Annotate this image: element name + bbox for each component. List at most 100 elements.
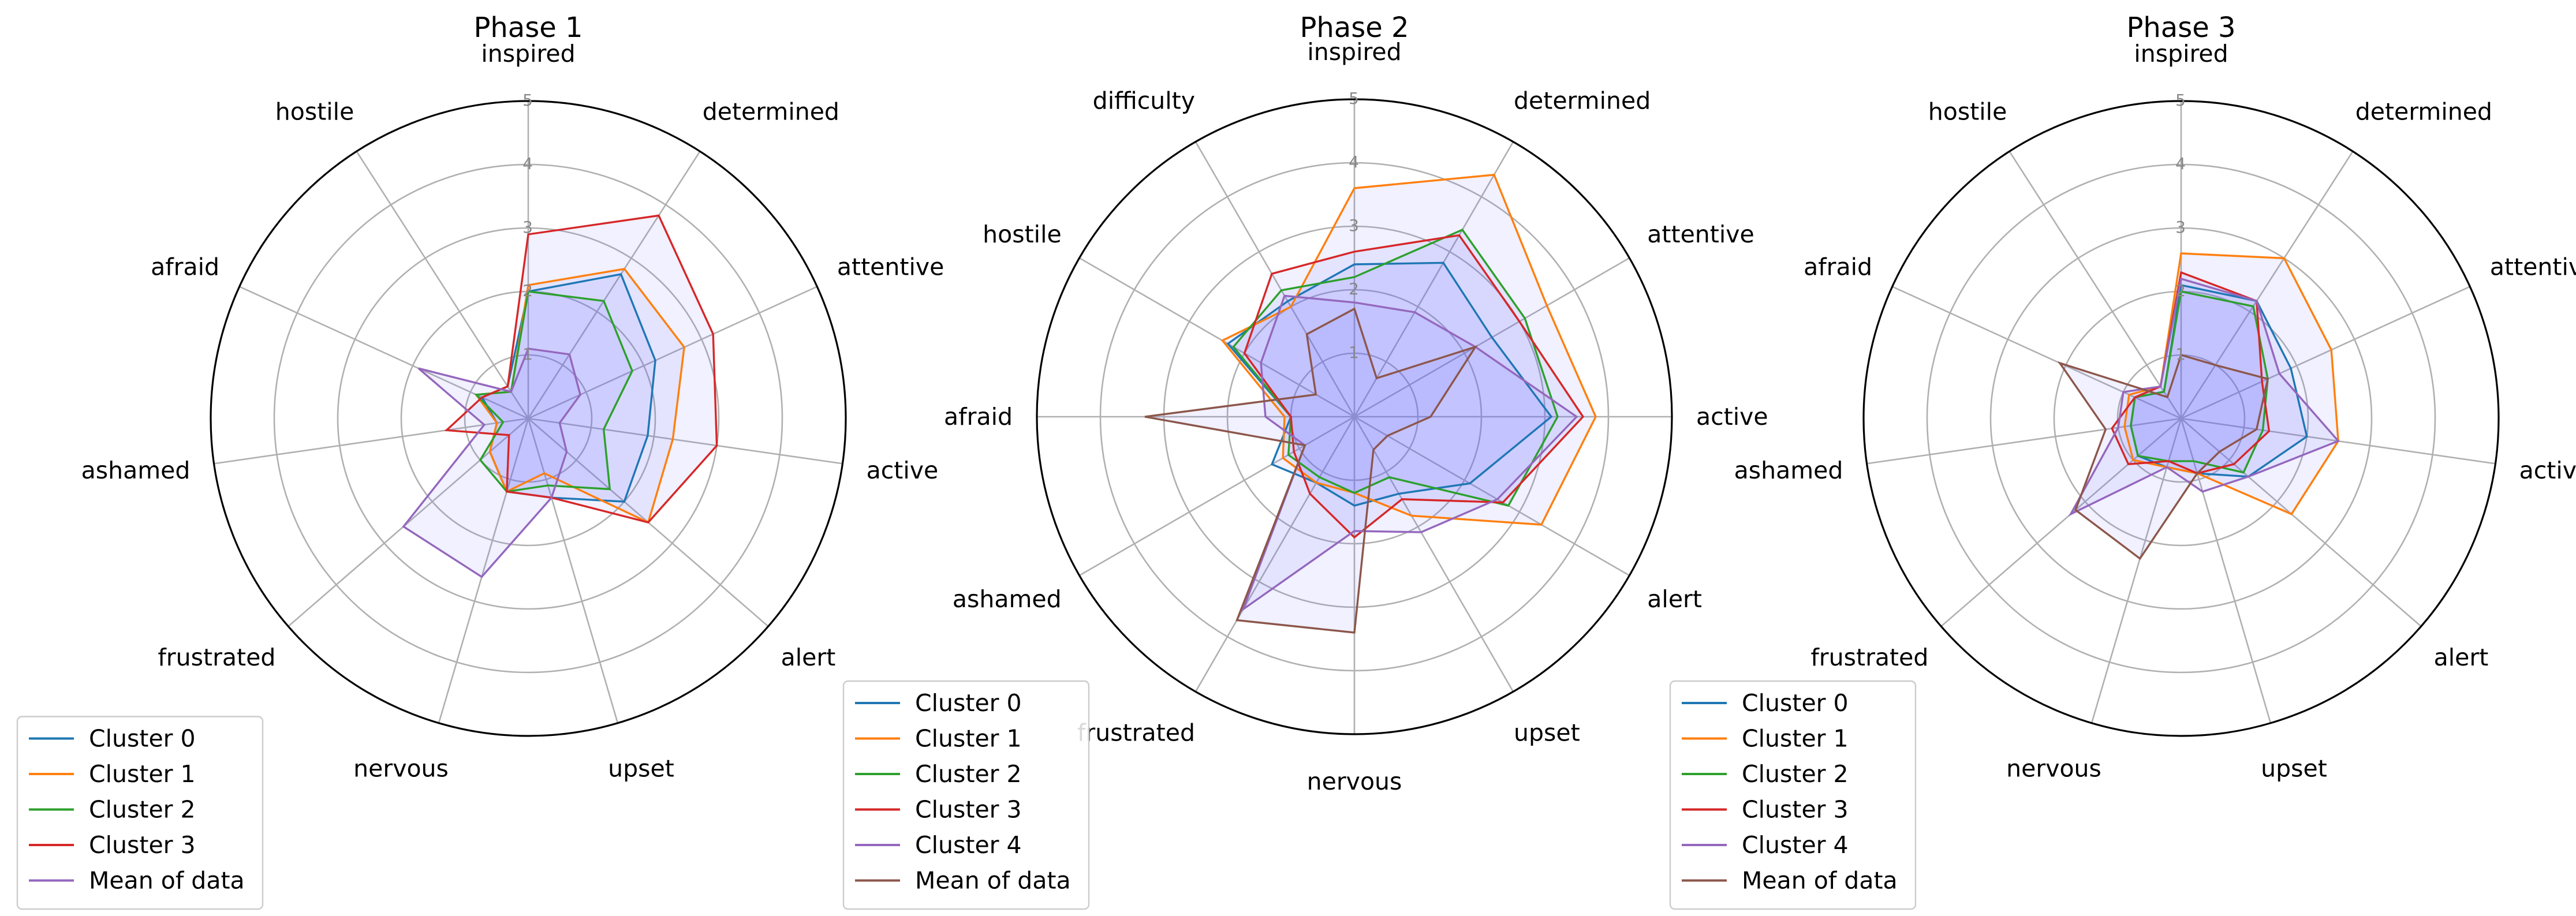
grid-spoke xyxy=(1940,418,2182,627)
axis-label-active: active xyxy=(867,457,939,484)
series-line xyxy=(1144,307,1478,634)
radial-tick-label: 2 xyxy=(522,281,533,300)
axis-label-ashamed: ashamed xyxy=(81,457,191,484)
legend-label: Cluster 2 xyxy=(915,760,1022,788)
grid-spoke xyxy=(2180,418,2272,724)
grid-spoke xyxy=(288,418,529,627)
grid-spoke xyxy=(527,151,701,419)
grid-spoke xyxy=(1079,416,1355,577)
axis-label-hostile: hostile xyxy=(983,220,1062,248)
axis-label-frustrated: frustrated xyxy=(1810,644,1928,671)
radar-panel-2: Phase 2 1 2 3 4 5 inspired determined attentive a… xyxy=(842,12,1768,910)
legend-label: Cluster 1 xyxy=(915,725,1022,753)
axis-label-inspired: inspired xyxy=(1307,38,1401,66)
legend-label: Cluster 2 xyxy=(1742,760,1849,788)
polar-frame xyxy=(210,100,847,737)
series-line xyxy=(402,347,581,578)
legend-label: Cluster 1 xyxy=(89,760,196,788)
series-fill xyxy=(476,291,633,492)
axis-label-afraid: afraid xyxy=(1804,253,1872,281)
series-line xyxy=(1226,261,1553,507)
legend-label: Mean of data xyxy=(915,867,1071,895)
grid-spoke xyxy=(438,418,529,724)
legend-label: Cluster 3 xyxy=(1742,796,1849,824)
axis-label-frustrated: frustrated xyxy=(158,644,275,671)
grid-spoke xyxy=(1866,417,2182,465)
radial-tick-label: 2 xyxy=(2175,281,2186,300)
radial-tick-label: 1 xyxy=(1349,343,1359,362)
radial-tick-label: 3 xyxy=(2175,218,2186,237)
radial-tick-label: 4 xyxy=(2175,154,2186,173)
axis-label-hostile: hostile xyxy=(275,98,354,125)
grid-spoke xyxy=(356,151,529,419)
series-line xyxy=(2057,353,2269,560)
legend-label: Cluster 0 xyxy=(89,725,196,753)
grid-spoke xyxy=(527,418,619,724)
grid-spoke xyxy=(214,417,529,465)
axis-label-inspired: inspired xyxy=(481,40,575,68)
grid-spoke xyxy=(1079,257,1355,418)
axis-label-nervous: nervous xyxy=(353,754,449,782)
axis-label-attentive: attentive xyxy=(837,253,944,281)
panel-title: Phase 1 xyxy=(473,12,583,44)
series-line xyxy=(1232,228,1559,507)
axis-label-alert: alert xyxy=(781,644,836,671)
axis-label-inspired: inspired xyxy=(2134,40,2228,68)
legend-frame xyxy=(1669,680,1917,910)
series-fill xyxy=(482,274,656,502)
series-fill xyxy=(1243,296,1577,610)
legend-frame xyxy=(16,716,264,910)
legend-label: Mean of data xyxy=(1742,867,1898,895)
radial-tick-label: 2 xyxy=(1349,279,1359,298)
axis-label-ashamed: ashamed xyxy=(953,585,1062,613)
legend-label: Cluster 3 xyxy=(89,831,196,859)
radial-tick-label: 5 xyxy=(1349,89,1359,108)
axis-label-upset: upset xyxy=(608,754,674,782)
axis-label-attentive: attentive xyxy=(1647,220,1754,248)
axis-label-nervous: nervous xyxy=(2006,754,2101,782)
radial-tick-label: 1 xyxy=(522,345,533,364)
legend-label: Cluster 0 xyxy=(915,689,1022,717)
series-fill xyxy=(446,215,717,523)
polar-frame xyxy=(1862,100,2500,737)
axis-label-nervous: nervous xyxy=(1307,768,1402,795)
axis-label-ashamed: ashamed xyxy=(1734,457,1843,484)
legend-frame xyxy=(842,680,1090,910)
legend-label: Cluster 4 xyxy=(915,831,1022,859)
axis-label-difficulty: difficulty xyxy=(1093,87,1195,115)
series-fill xyxy=(2059,355,2268,559)
axis-label-upset: upset xyxy=(1514,719,1580,746)
series-fill xyxy=(1244,235,1583,538)
grid-spoke xyxy=(2180,151,2354,419)
axis-label-upset: upset xyxy=(2261,754,2327,782)
grid-spoke xyxy=(1353,416,1514,692)
axis-label-attentive: attentive xyxy=(2490,253,2576,281)
grid-spoke xyxy=(528,286,817,420)
legend: Cluster 0 Cluster 1 Cluster 2 Cluster 3 Clus… xyxy=(1669,680,1917,910)
series-line xyxy=(2068,277,2340,517)
legend: Cluster 0 Cluster 1 Cluster 2 Cluster 3 Mean… xyxy=(16,716,264,910)
series-fill xyxy=(2125,253,2339,514)
legend-label: Cluster 3 xyxy=(915,796,1022,824)
axis-label-determined: determined xyxy=(1514,87,1651,115)
grid-spoke xyxy=(2181,418,2422,627)
series-fill xyxy=(2112,272,2269,473)
axis-label-active: active xyxy=(1696,403,1768,431)
grid-spoke xyxy=(1354,416,1630,577)
series-line xyxy=(474,290,633,493)
polar-frame xyxy=(1036,98,1673,735)
series-line xyxy=(444,214,718,524)
axis-label-alert: alert xyxy=(2434,644,2489,671)
panel-title: Phase 2 xyxy=(1300,12,1409,44)
radar-panel-1: Phase 1 1 2 3 4 5 inspired determined attentive a… xyxy=(16,12,944,910)
panel-title: Phase 3 xyxy=(2126,12,2235,44)
radial-tick-label: 5 xyxy=(2175,91,2186,110)
radial-tick-label: 3 xyxy=(522,218,533,237)
grid-spoke xyxy=(1194,141,1356,417)
grid-spoke xyxy=(528,417,843,465)
legend-label: Cluster 1 xyxy=(1742,725,1849,753)
radial-tick-label: 4 xyxy=(1349,152,1359,171)
series-line xyxy=(2111,271,2271,474)
legend-label: Cluster 0 xyxy=(1742,689,1849,717)
